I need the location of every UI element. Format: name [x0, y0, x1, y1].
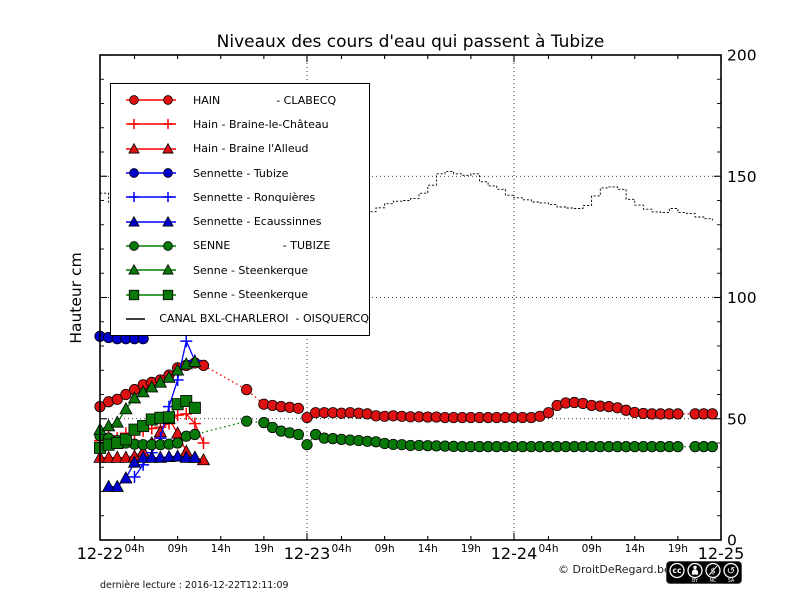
legend-item-hain-braine-alleud: Hain - Braine l'Alleud [123, 137, 369, 161]
person-body-icon [691, 569, 699, 575]
plus-marker-icon [126, 119, 176, 130]
by-person-icon [687, 562, 703, 579]
chart-title: Niveaux des cours d'eau qui passent à Tu… [216, 32, 605, 52]
legend-item-senne-tubize: SENNE - TUBIZE [123, 234, 369, 258]
legend-label: Sennette - Ecaussinnes [193, 215, 322, 229]
legend-label: Sennette - Tubize [193, 166, 289, 180]
legend-item-sennette-ronquieres: Sennette - Ronquières [123, 185, 369, 209]
cc-license-badge: cc $ ↺ BY NC SA [666, 561, 742, 584]
cc-icon-text: cc [673, 566, 682, 575]
footer-left: dernière lecture : 2016-12-22T12:11:09 d… [100, 558, 289, 600]
x-tick-label: 09h [375, 543, 395, 555]
triangle-marker-icon [126, 142, 176, 154]
x-tick-label: 09h [582, 543, 602, 555]
circle-marker-icon [126, 241, 176, 251]
x-tick-label: 19h [668, 543, 688, 555]
sa-label: SA [728, 578, 735, 584]
circle-marker-icon [126, 168, 176, 178]
legend-item-sennette-ecaussinnes: Sennette - Ecaussinnes [123, 210, 369, 234]
legend-label: HAIN - CLABECQ [193, 93, 337, 107]
nc-slash-icon [708, 565, 718, 576]
sa-share-alike-icon [723, 562, 739, 579]
triangle-marker-icon [126, 215, 176, 227]
copyright-text: © DroitDeRegard.be [558, 563, 671, 576]
person-head-icon [693, 565, 697, 570]
triangle-marker-icon [126, 264, 176, 275]
series-senne-tubize [94, 415, 718, 453]
x-tick-label: 12-25 [698, 544, 745, 563]
series-sennette-ecaussinnes [101, 449, 202, 492]
square-marker-icon [126, 289, 176, 300]
legend-label: Senne - Steenkerque [193, 263, 309, 277]
legend: HAIN - CLABECQ Hain - Braine-le-Château Ha… [110, 83, 370, 336]
x-tick-label: 19h [254, 543, 274, 555]
last-reading-text: dernière lecture : 2016-12-22T12:11:09 [100, 580, 289, 591]
x-tick-label: 12-24 [491, 544, 538, 563]
legend-item-canal-bxl-charleroi: CANAL BXL-CHARLEROI - OISQUERCQ [123, 307, 369, 331]
x-tick-label: 14h [211, 543, 231, 555]
legend-label: Senne - Steenkerque [193, 288, 309, 302]
legend-item-senne-steenkerque-1: Senne - Steenkerque [123, 258, 369, 282]
nc-no-dollar-icon [705, 562, 721, 579]
y-tick-label: 0 [727, 532, 737, 550]
y-tick-label: 100 [727, 289, 757, 307]
plus-marker-icon [126, 192, 176, 203]
circle-marker-icon [126, 95, 176, 105]
y-tick-label: 200 [727, 47, 757, 65]
x-tick-label: 19h [461, 543, 481, 555]
legend-item-hain-braine-le-chateau: Hain - Braine-le-Château [123, 112, 369, 136]
x-tick-label: 09h [168, 543, 188, 555]
legend-label: Sennette - Ronquières [193, 190, 316, 204]
y-tick-label: 50 [727, 410, 747, 428]
nc-label: NC [710, 578, 718, 584]
legend-item-senne-steenkerque-2: Senne - Steenkerque [123, 283, 369, 307]
legend-label: Hain - Braine-le-Château [193, 117, 329, 131]
badge-background [666, 561, 742, 584]
x-tick-label: 12-22 [77, 544, 124, 563]
y-tick-label: 150 [727, 168, 757, 186]
legend-item-sennette-tubize: Sennette - Tubize [123, 161, 369, 185]
line-marker-icon [126, 318, 146, 320]
x-tick-label: 14h [625, 543, 645, 555]
x-tick-label: 12-23 [284, 544, 331, 563]
cc-icon [669, 562, 685, 579]
sa-arrow-glyph: ↺ [727, 566, 735, 577]
x-tick-label: 04h [331, 543, 351, 555]
series-sennette-tubize [94, 330, 149, 345]
x-tick-label: 04h [538, 543, 558, 555]
x-tick-label: 04h [124, 543, 144, 555]
series-senne-steenkerque-1 [93, 354, 202, 435]
by-label: BY [692, 578, 698, 584]
x-tick-label: 14h [418, 543, 438, 555]
legend-label: SENNE - TUBIZE [193, 239, 331, 253]
y-axis-label: Hauteur cm [67, 252, 85, 344]
legend-label: CANAL BXL-CHARLEROI - OISQUERCQ [159, 312, 369, 326]
legend-item-hain-clabecq: HAIN - CLABECQ [123, 88, 369, 112]
legend-label: Hain - Braine l'Alleud [193, 142, 309, 156]
